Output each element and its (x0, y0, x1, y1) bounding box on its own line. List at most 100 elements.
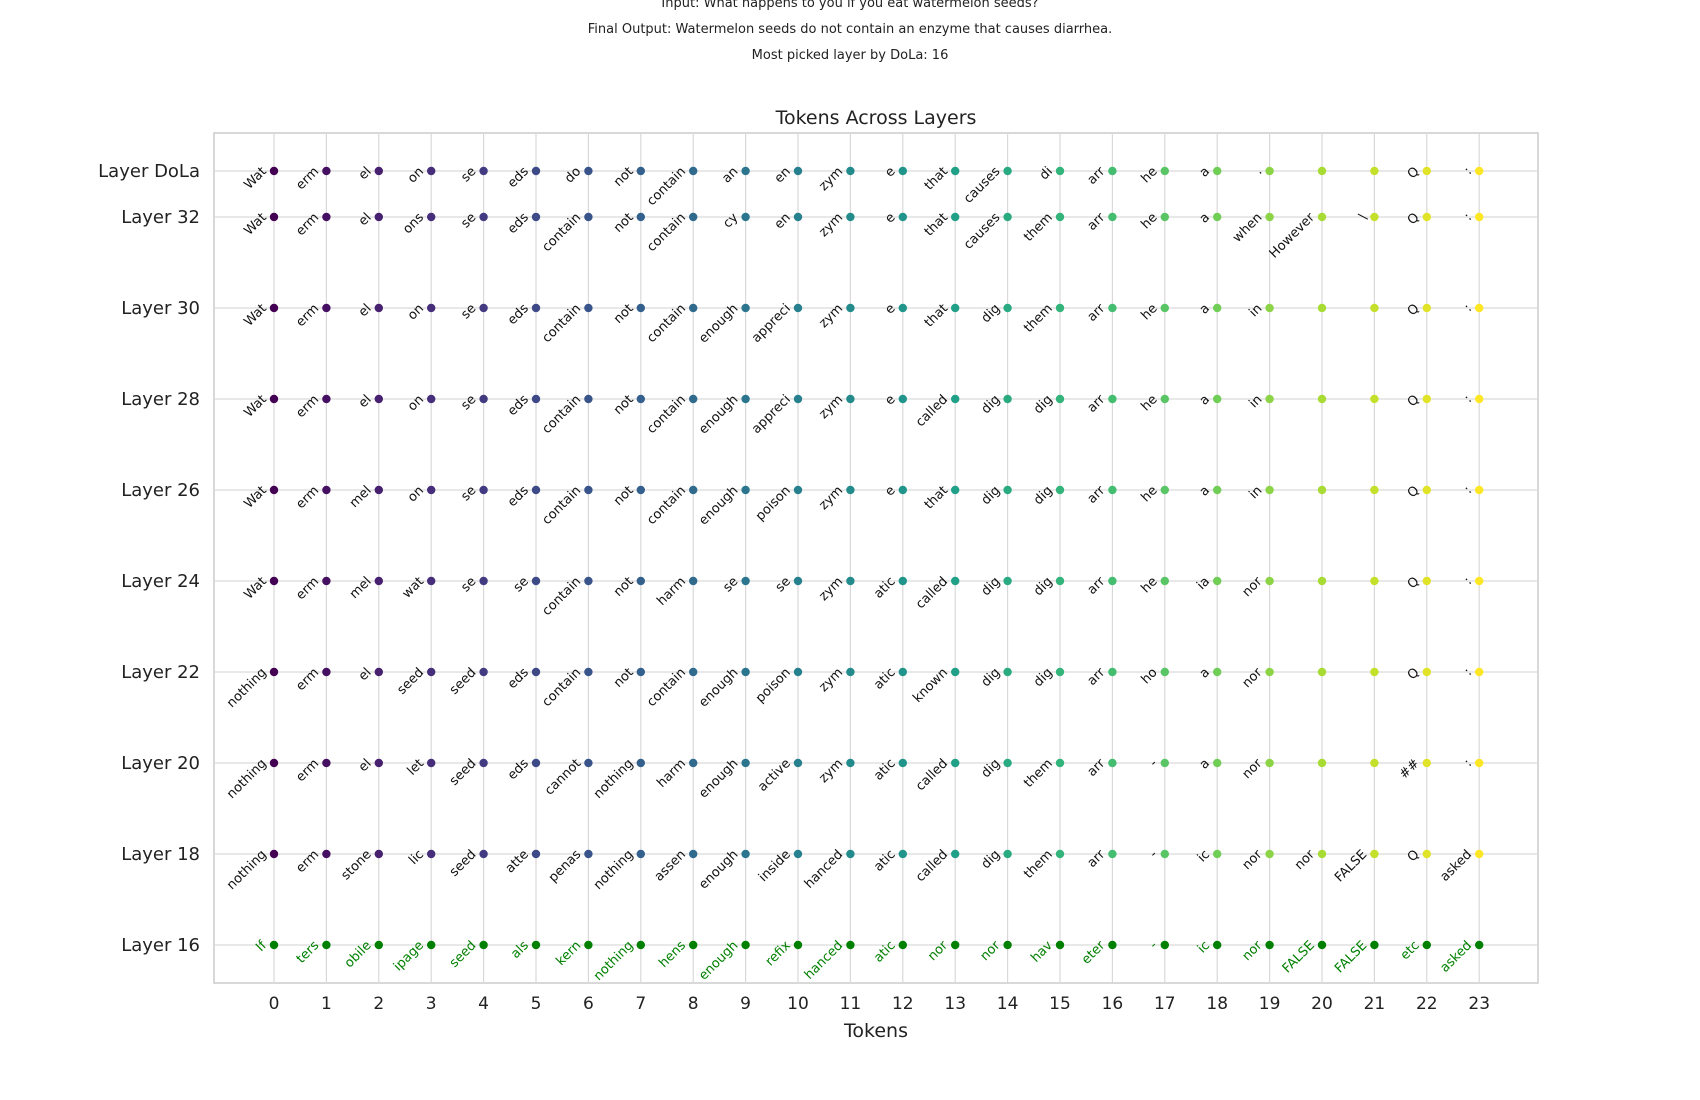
token-point (1370, 576, 1379, 586)
token-point (898, 758, 907, 768)
token-label: el (356, 210, 375, 229)
token-point (1003, 166, 1012, 176)
x-tick-label: 2 (373, 994, 384, 1014)
token-point (1265, 212, 1274, 222)
token-label: nor (1240, 574, 1266, 600)
token-point (1370, 485, 1379, 495)
token-point (1422, 849, 1432, 859)
token-point (846, 394, 855, 404)
token-label: a (1197, 301, 1213, 317)
token-point (584, 166, 593, 176)
token-point (584, 667, 593, 677)
token-point (741, 303, 750, 313)
token-label: e (882, 301, 898, 317)
token-point (427, 576, 436, 586)
token-point (741, 758, 750, 768)
token-label: an (719, 164, 741, 186)
token-point (1213, 485, 1222, 495)
y-tick-label: Layer 18 (121, 844, 200, 865)
token-point (741, 485, 750, 495)
token-point (1317, 758, 1327, 768)
token-point (1213, 849, 1222, 859)
token-point (741, 940, 750, 950)
token-point (584, 940, 593, 950)
token-label: erm (293, 483, 322, 512)
x-tick-label: 8 (688, 994, 699, 1014)
x-tick-label: 3 (426, 994, 437, 1014)
x-tick-label: 7 (635, 994, 646, 1014)
token-label: do (562, 164, 584, 186)
token-point (1370, 940, 1379, 950)
token-point (584, 394, 593, 404)
token-point (793, 576, 803, 586)
token-label: arr (1085, 847, 1109, 871)
token-label: erm (293, 392, 322, 421)
token-label: se (458, 210, 479, 231)
token-point (1003, 485, 1012, 495)
grid-lines (214, 133, 1538, 983)
token-label: stone (339, 847, 375, 883)
token-point (1213, 576, 1222, 586)
token-point (427, 166, 436, 176)
token-point (636, 485, 645, 495)
x-tick-label: 17 (1154, 994, 1176, 1014)
token-point (269, 166, 279, 176)
token-point (269, 485, 279, 495)
token-label: a (1197, 665, 1213, 681)
token-point (1055, 758, 1065, 768)
token-point (1108, 576, 1117, 586)
token-point (1317, 303, 1327, 313)
token-label: Wat (241, 483, 269, 511)
token-point (479, 849, 488, 859)
token-point (322, 166, 331, 176)
token-point (1265, 849, 1274, 859)
token-point (1317, 849, 1327, 859)
token-label: zym (816, 756, 846, 786)
token-point (1003, 212, 1012, 222)
token-label: dig (1031, 665, 1056, 690)
token-point (1317, 940, 1327, 950)
token-label: atic (871, 938, 898, 965)
x-tick-label: 23 (1468, 994, 1490, 1014)
token-point (1213, 940, 1222, 950)
token-point (689, 667, 698, 677)
token-point (636, 667, 645, 677)
token-label: on (405, 164, 427, 186)
token-point (531, 303, 541, 313)
token-point (427, 303, 436, 313)
token-label: nor (1292, 847, 1318, 873)
token-point (1160, 667, 1170, 677)
token-point (427, 940, 436, 950)
token-label: not (611, 665, 637, 691)
token-point (951, 212, 960, 222)
token-label: erm (293, 847, 322, 876)
token-label: arr (1085, 483, 1109, 507)
token-point (1055, 940, 1065, 950)
token-point (793, 485, 803, 495)
token-point (1317, 166, 1327, 176)
token-point (793, 758, 803, 768)
token-point (322, 394, 331, 404)
token-point (741, 667, 750, 677)
token-point (531, 667, 541, 677)
token-point (846, 667, 855, 677)
token-point (1422, 667, 1432, 677)
token-label: arr (1085, 665, 1109, 689)
token-label: atic (871, 847, 898, 874)
token-point (793, 166, 803, 176)
token-point (741, 166, 750, 176)
token-label: el (356, 164, 375, 183)
token-point (269, 212, 279, 222)
token-point (374, 940, 383, 950)
token-label: se (458, 164, 479, 185)
token-point (1055, 212, 1065, 222)
token-point (898, 849, 907, 859)
token-label: penas (546, 847, 585, 886)
token-point (322, 667, 331, 677)
token-point (951, 667, 960, 677)
token-label: el (356, 301, 375, 320)
token-point (846, 940, 855, 950)
token-point (1265, 667, 1274, 677)
token-point (1265, 940, 1274, 950)
